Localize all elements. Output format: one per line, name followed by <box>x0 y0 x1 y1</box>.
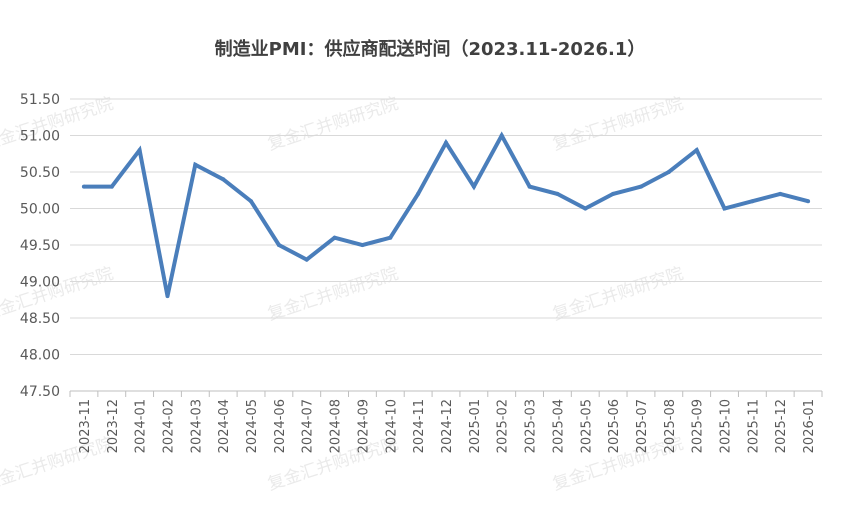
y-tick-label: 51.50 <box>20 92 60 108</box>
x-tick-label: 2025-04 <box>551 399 566 453</box>
data-point <box>555 191 560 196</box>
x-tick-label: 2023-12 <box>106 399 121 453</box>
x-tick-label: 2025-03 <box>524 399 539 453</box>
watermark-text: 复金汇并购研究院 <box>550 94 686 155</box>
data-point <box>722 206 727 211</box>
y-tick-label: 47.50 <box>20 384 60 400</box>
data-point <box>444 140 448 145</box>
y-axis-tick-labels: 47.50 48.00 48.50 49.00 49.50 50.00 50.50 51.00… <box>20 92 60 400</box>
x-tick-label: 2024-04 <box>217 399 232 453</box>
y-tick-label: 50.00 <box>20 202 60 218</box>
x-tick-label: 2024-12 <box>440 399 455 453</box>
data-point <box>416 191 421 196</box>
x-tick-label: 2025-08 <box>663 399 678 453</box>
data-point <box>527 184 532 189</box>
x-tick-label: 2024-01 <box>134 399 149 453</box>
x-tick-label: 2025-10 <box>719 399 734 453</box>
series-layer <box>81 131 811 299</box>
x-tick-label: 2024-05 <box>245 399 260 453</box>
data-point <box>806 199 811 204</box>
x-tick-label: 2025-06 <box>607 399 622 453</box>
data-point <box>360 243 365 247</box>
data-point <box>778 191 783 196</box>
data-point <box>332 235 337 240</box>
x-tick-label: 2024-08 <box>329 399 344 453</box>
watermark-text: 复金汇并购研究院 <box>265 264 401 325</box>
data-point <box>694 148 699 153</box>
watermark-text: 复金汇并购研究院 <box>550 264 686 325</box>
data-point <box>304 257 309 262</box>
x-tick-label: 2024-11 <box>412 399 427 453</box>
watermark-text: 复金汇并购研究院 <box>0 434 116 495</box>
data-point <box>109 184 114 189</box>
x-tick-label: 2025-02 <box>496 399 511 453</box>
data-point <box>276 243 281 247</box>
data-point <box>499 133 504 138</box>
watermark-text: 复金汇并购研究院 <box>265 94 401 155</box>
data-point <box>388 235 393 240</box>
data-point <box>639 184 643 189</box>
x-tick-label: 2024-02 <box>161 399 176 453</box>
x-tick-label: 2024-03 <box>189 399 204 453</box>
data-point <box>611 191 616 196</box>
data-point <box>165 294 170 299</box>
x-tick-label: 2023-11 <box>78 399 93 453</box>
x-tick-label: 2025-07 <box>635 399 650 453</box>
x-axis-tick-labels: 2023-11 2023-12 2024-01 2024-02 2024-03 2024-… <box>78 399 817 453</box>
y-tick-label: 51.00 <box>20 129 60 145</box>
data-point <box>193 162 198 167</box>
y-tick-label: 49.00 <box>20 275 60 291</box>
x-tick-label: 2026-01 <box>802 399 817 453</box>
y-tick-label: 48.50 <box>20 311 60 327</box>
x-axis <box>69 390 823 397</box>
x-tick-label: 2024-10 <box>384 399 399 453</box>
x-tick-label: 2024-09 <box>356 399 371 453</box>
y-tick-label: 50.50 <box>20 165 60 181</box>
data-point <box>750 199 755 204</box>
x-tick-label: 2024-06 <box>273 399 288 453</box>
x-tick-label: 2025-11 <box>746 399 761 453</box>
data-point <box>221 177 226 182</box>
data-point <box>583 206 588 211</box>
x-tick-label: 2025-09 <box>691 399 706 453</box>
series-line <box>83 131 809 297</box>
chart-title: 制造业PMI：供应商配送时间（2023.11-2026.1） <box>215 38 646 60</box>
x-tick-label: 2025-05 <box>579 399 594 453</box>
data-point <box>666 170 671 174</box>
data-point <box>137 148 142 153</box>
y-tick-label: 48.00 <box>20 348 60 364</box>
y-tick-label: 49.50 <box>20 238 60 254</box>
x-tick-label: 2025-12 <box>774 399 789 453</box>
x-tick-label: 2024-07 <box>301 399 316 453</box>
data-point <box>81 184 86 189</box>
x-tick-label: 2025-01 <box>468 399 483 453</box>
data-point <box>471 184 476 189</box>
data-point <box>249 199 253 204</box>
